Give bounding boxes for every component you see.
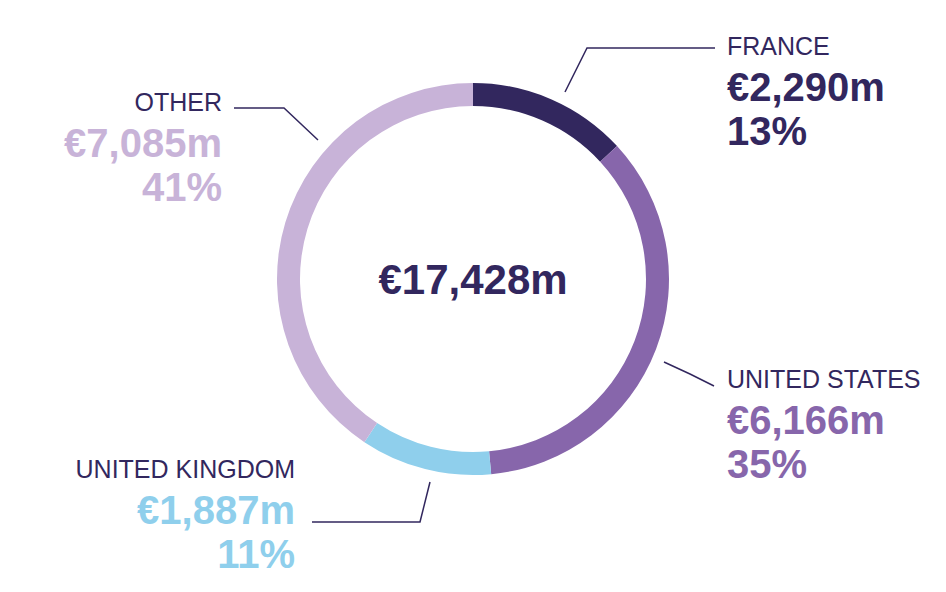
svg-text:UNITED STATES: UNITED STATES bbox=[727, 365, 921, 393]
svg-text:13%: 13% bbox=[727, 109, 807, 153]
svg-text:41%: 41% bbox=[142, 165, 222, 209]
svg-text:€1,887m: €1,887m bbox=[137, 488, 295, 532]
svg-text:€6,166m: €6,166m bbox=[727, 398, 885, 442]
svg-text:€2,290m: €2,290m bbox=[727, 65, 885, 109]
svg-text:€7,085m: €7,085m bbox=[64, 121, 222, 165]
svg-text:OTHER: OTHER bbox=[135, 88, 223, 116]
svg-text:FRANCE: FRANCE bbox=[727, 32, 830, 60]
svg-text:35%: 35% bbox=[727, 442, 807, 486]
svg-text:UNITED KINGDOM: UNITED KINGDOM bbox=[76, 455, 295, 483]
svg-text:€17,428m: €17,428m bbox=[378, 256, 567, 303]
svg-text:11%: 11% bbox=[217, 532, 295, 576]
